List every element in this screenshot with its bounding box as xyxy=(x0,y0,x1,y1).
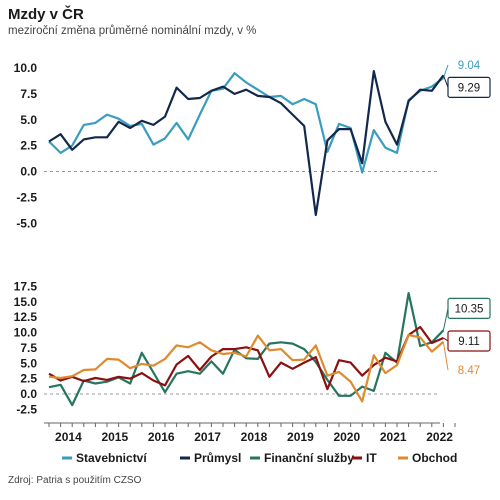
callout-box xyxy=(447,297,491,319)
end-value-label-financni-sluzby: 10.35 xyxy=(455,303,484,315)
callout-leader xyxy=(443,337,449,342)
legend-label-stavebnictvi: Stavebnictví xyxy=(76,451,147,465)
y-tick-label: 2.5 xyxy=(20,139,37,153)
y-tick-label: 7.5 xyxy=(20,87,37,101)
legend-label-financni-sluzby: Finanční služby xyxy=(264,451,354,465)
legend: Stavebnictví Průmysl Finanční služby IT Obch… xyxy=(62,451,457,465)
end-value-label-it: 9.11 xyxy=(458,336,480,348)
callout-box xyxy=(447,76,491,98)
x-tick-label: 2020 xyxy=(333,430,360,444)
callout-box xyxy=(447,330,491,352)
y-tick-label: 7.5 xyxy=(20,341,37,355)
legend-label-prumysl: Průmysl xyxy=(194,451,241,465)
y-tick-label: 10.0 xyxy=(14,326,38,340)
series-line-financni-sluzby xyxy=(48,292,445,407)
legend-label-obchod: Obchod xyxy=(412,451,457,465)
y-tick-label: 5.0 xyxy=(20,356,37,370)
series-line-prumysl xyxy=(48,69,445,217)
x-tick-label: 2021 xyxy=(380,430,407,444)
y-tick-label: -2.5 xyxy=(16,190,37,204)
series-line-obchod xyxy=(48,333,445,403)
callout-leader xyxy=(442,341,449,370)
end-value-label-stavebnictvi: 9.04 xyxy=(458,60,481,72)
callout-leader xyxy=(442,64,449,79)
x-axis: 2014 2015 2016 2017 2018 2019 2020 2021 2022 xyxy=(44,422,456,444)
y-tick-label: 0.0 xyxy=(20,387,37,401)
callout-leader xyxy=(442,75,449,88)
y-tick-label: 17.5 xyxy=(14,279,38,293)
callout-leader xyxy=(442,308,449,331)
y-tick-label: -2.5 xyxy=(16,402,37,416)
y-tick-label: -5.0 xyxy=(16,216,37,230)
x-tick-label: 2017 xyxy=(194,430,221,444)
x-tick-label: 2022 xyxy=(426,430,453,444)
legend-label-it: IT xyxy=(366,451,377,465)
source-note: Zdroj: Patria s použitím CZSO xyxy=(8,475,142,486)
chart-title: Mzdy v ČR xyxy=(8,6,84,23)
y-tick-label: 0.0 xyxy=(20,165,37,179)
x-tick-label: 2018 xyxy=(241,430,268,444)
y-tick-label: 12.5 xyxy=(14,310,38,324)
panel-1: 10.0 7.5 5.0 2.5 0.0 -2.5 -5.0 9.04 9.29 xyxy=(14,60,491,230)
series-line-stavebnictvi xyxy=(48,72,445,174)
y-tick-label: 15.0 xyxy=(14,295,38,309)
x-tick-label: 2015 xyxy=(101,430,128,444)
panel-2: 17.5 15.012.5 10.07.55.0 2.50.0-2.5 10.35 9.1… xyxy=(14,279,491,416)
end-value-label-prumysl: 9.29 xyxy=(458,82,480,94)
x-tick-label: 2016 xyxy=(148,430,175,444)
y-tick-label: 10.0 xyxy=(14,61,38,75)
end-value-label-obchod: 8.47 xyxy=(458,365,480,377)
chart-subtitle: meziroční změna průměrné nominální mzdy,… xyxy=(8,25,257,37)
x-tick-label: 2019 xyxy=(287,430,314,444)
x-tick-label: 2014 xyxy=(55,430,82,444)
y-tick-label: 2.5 xyxy=(20,372,37,386)
y-tick-label: 5.0 xyxy=(20,113,37,127)
